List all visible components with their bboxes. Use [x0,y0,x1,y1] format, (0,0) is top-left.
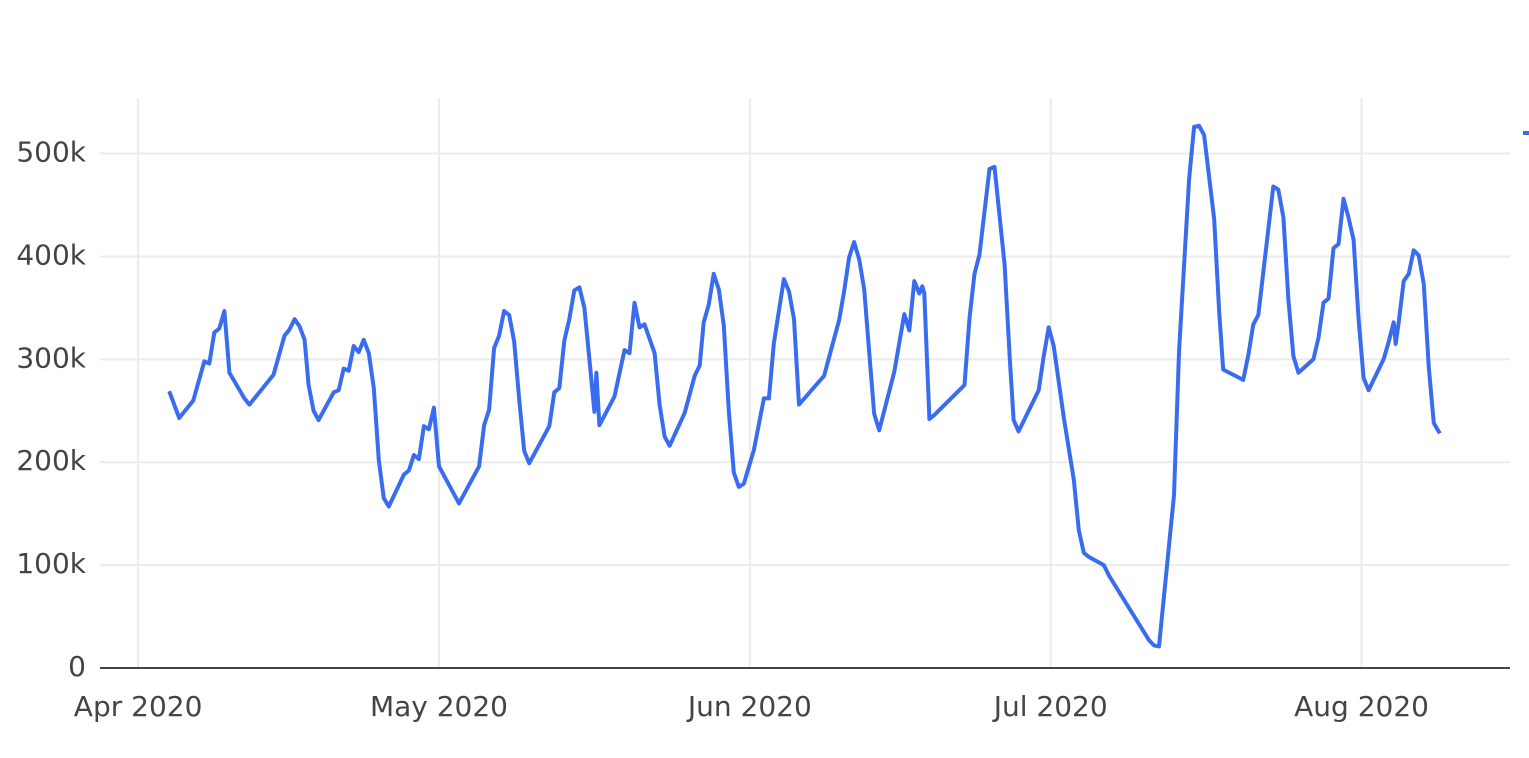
y-tick-label: 0 [68,650,86,683]
y-tick-label: 300k [16,341,86,374]
x-tick-label: Jul 2020 [992,690,1108,723]
y-tick-label: 500k [16,136,86,169]
data-line [167,123,1442,649]
y-tick-label: 400k [16,238,86,271]
y-tick-label: 100k [16,547,86,580]
x-tick-label: Apr 2020 [74,690,203,723]
y-tick-label: 200k [16,444,86,477]
x-tick-label: Aug 2020 [1294,690,1429,723]
x-tick-label: May 2020 [370,690,508,723]
x-tick-label: Jun 2020 [686,690,812,723]
